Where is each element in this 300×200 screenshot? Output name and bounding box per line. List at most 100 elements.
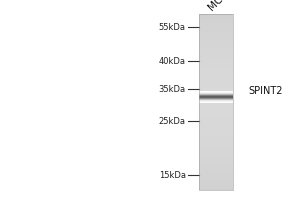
Bar xyxy=(199,101,233,102)
Bar xyxy=(199,121,233,123)
Bar xyxy=(199,32,233,34)
Text: 35kDa: 35kDa xyxy=(159,85,186,94)
Bar xyxy=(199,94,233,95)
Bar xyxy=(199,26,233,28)
Bar xyxy=(199,98,233,100)
Bar xyxy=(199,99,233,100)
Bar xyxy=(199,162,233,164)
Bar xyxy=(199,53,233,55)
Bar xyxy=(199,181,233,183)
Bar xyxy=(199,19,233,21)
Text: 15kDa: 15kDa xyxy=(159,170,186,180)
Bar xyxy=(199,21,233,23)
Bar xyxy=(199,100,233,101)
Bar xyxy=(199,157,233,159)
Bar xyxy=(199,69,233,71)
Bar xyxy=(199,141,233,143)
Bar xyxy=(199,171,233,173)
Bar xyxy=(199,114,233,116)
Bar xyxy=(199,93,233,94)
Bar xyxy=(199,134,233,136)
Bar xyxy=(199,142,233,144)
Bar xyxy=(199,70,233,72)
Bar xyxy=(199,185,233,187)
Bar xyxy=(199,92,233,93)
Bar xyxy=(199,139,233,141)
Bar xyxy=(199,47,233,49)
Bar xyxy=(199,137,233,139)
Bar xyxy=(199,104,233,106)
Bar xyxy=(199,151,233,153)
Bar xyxy=(199,160,233,162)
Bar xyxy=(199,98,233,99)
Bar xyxy=(199,83,233,85)
Bar xyxy=(199,176,233,178)
Bar xyxy=(199,86,233,88)
Bar xyxy=(199,95,233,96)
Bar xyxy=(199,128,233,130)
Bar xyxy=(199,49,233,51)
Text: 25kDa: 25kDa xyxy=(159,116,186,126)
Text: 55kDa: 55kDa xyxy=(159,22,186,31)
Bar xyxy=(199,158,233,160)
Bar xyxy=(199,113,233,115)
Text: SPINT2: SPINT2 xyxy=(248,86,283,96)
Bar xyxy=(199,120,233,122)
Bar xyxy=(199,16,233,18)
Bar xyxy=(199,44,233,46)
Text: MCF7: MCF7 xyxy=(206,0,233,12)
Bar xyxy=(199,130,233,132)
Bar xyxy=(199,165,233,167)
Bar xyxy=(199,96,233,97)
Bar xyxy=(199,33,233,35)
Bar xyxy=(199,179,233,181)
Bar xyxy=(199,46,233,48)
Bar xyxy=(199,42,233,44)
Bar xyxy=(199,84,233,86)
Bar xyxy=(199,30,233,32)
Bar xyxy=(199,63,233,65)
Bar xyxy=(199,97,233,98)
Bar xyxy=(199,81,233,83)
Bar xyxy=(199,23,233,25)
Bar xyxy=(199,93,233,94)
Bar xyxy=(199,77,233,79)
Bar xyxy=(199,116,233,118)
Bar xyxy=(199,183,233,185)
Bar xyxy=(199,79,233,81)
Bar xyxy=(199,127,233,129)
Bar xyxy=(199,91,233,93)
Bar xyxy=(199,148,233,150)
Bar xyxy=(199,100,233,102)
Bar xyxy=(199,39,233,41)
Bar xyxy=(199,169,233,171)
Bar xyxy=(199,90,233,92)
Bar xyxy=(199,123,233,125)
Bar xyxy=(199,146,233,148)
Bar xyxy=(199,102,233,103)
Bar xyxy=(199,106,233,107)
Bar xyxy=(199,40,233,42)
Bar xyxy=(199,58,233,60)
Bar xyxy=(199,95,233,96)
Bar xyxy=(199,100,233,101)
Bar xyxy=(199,62,233,63)
Bar xyxy=(199,74,233,76)
Bar xyxy=(199,102,233,104)
Bar xyxy=(199,28,233,30)
Text: 40kDa: 40kDa xyxy=(159,56,186,66)
Bar xyxy=(199,60,233,62)
Bar xyxy=(199,76,233,78)
Bar xyxy=(199,99,233,100)
Bar xyxy=(199,153,233,155)
Bar xyxy=(199,92,233,93)
Bar xyxy=(199,118,233,120)
Bar xyxy=(199,25,233,27)
Bar xyxy=(199,132,233,134)
Bar xyxy=(199,174,233,176)
Bar xyxy=(199,111,233,113)
Bar xyxy=(199,93,233,95)
Bar xyxy=(199,37,233,39)
Bar xyxy=(199,18,233,19)
Bar xyxy=(199,150,233,151)
